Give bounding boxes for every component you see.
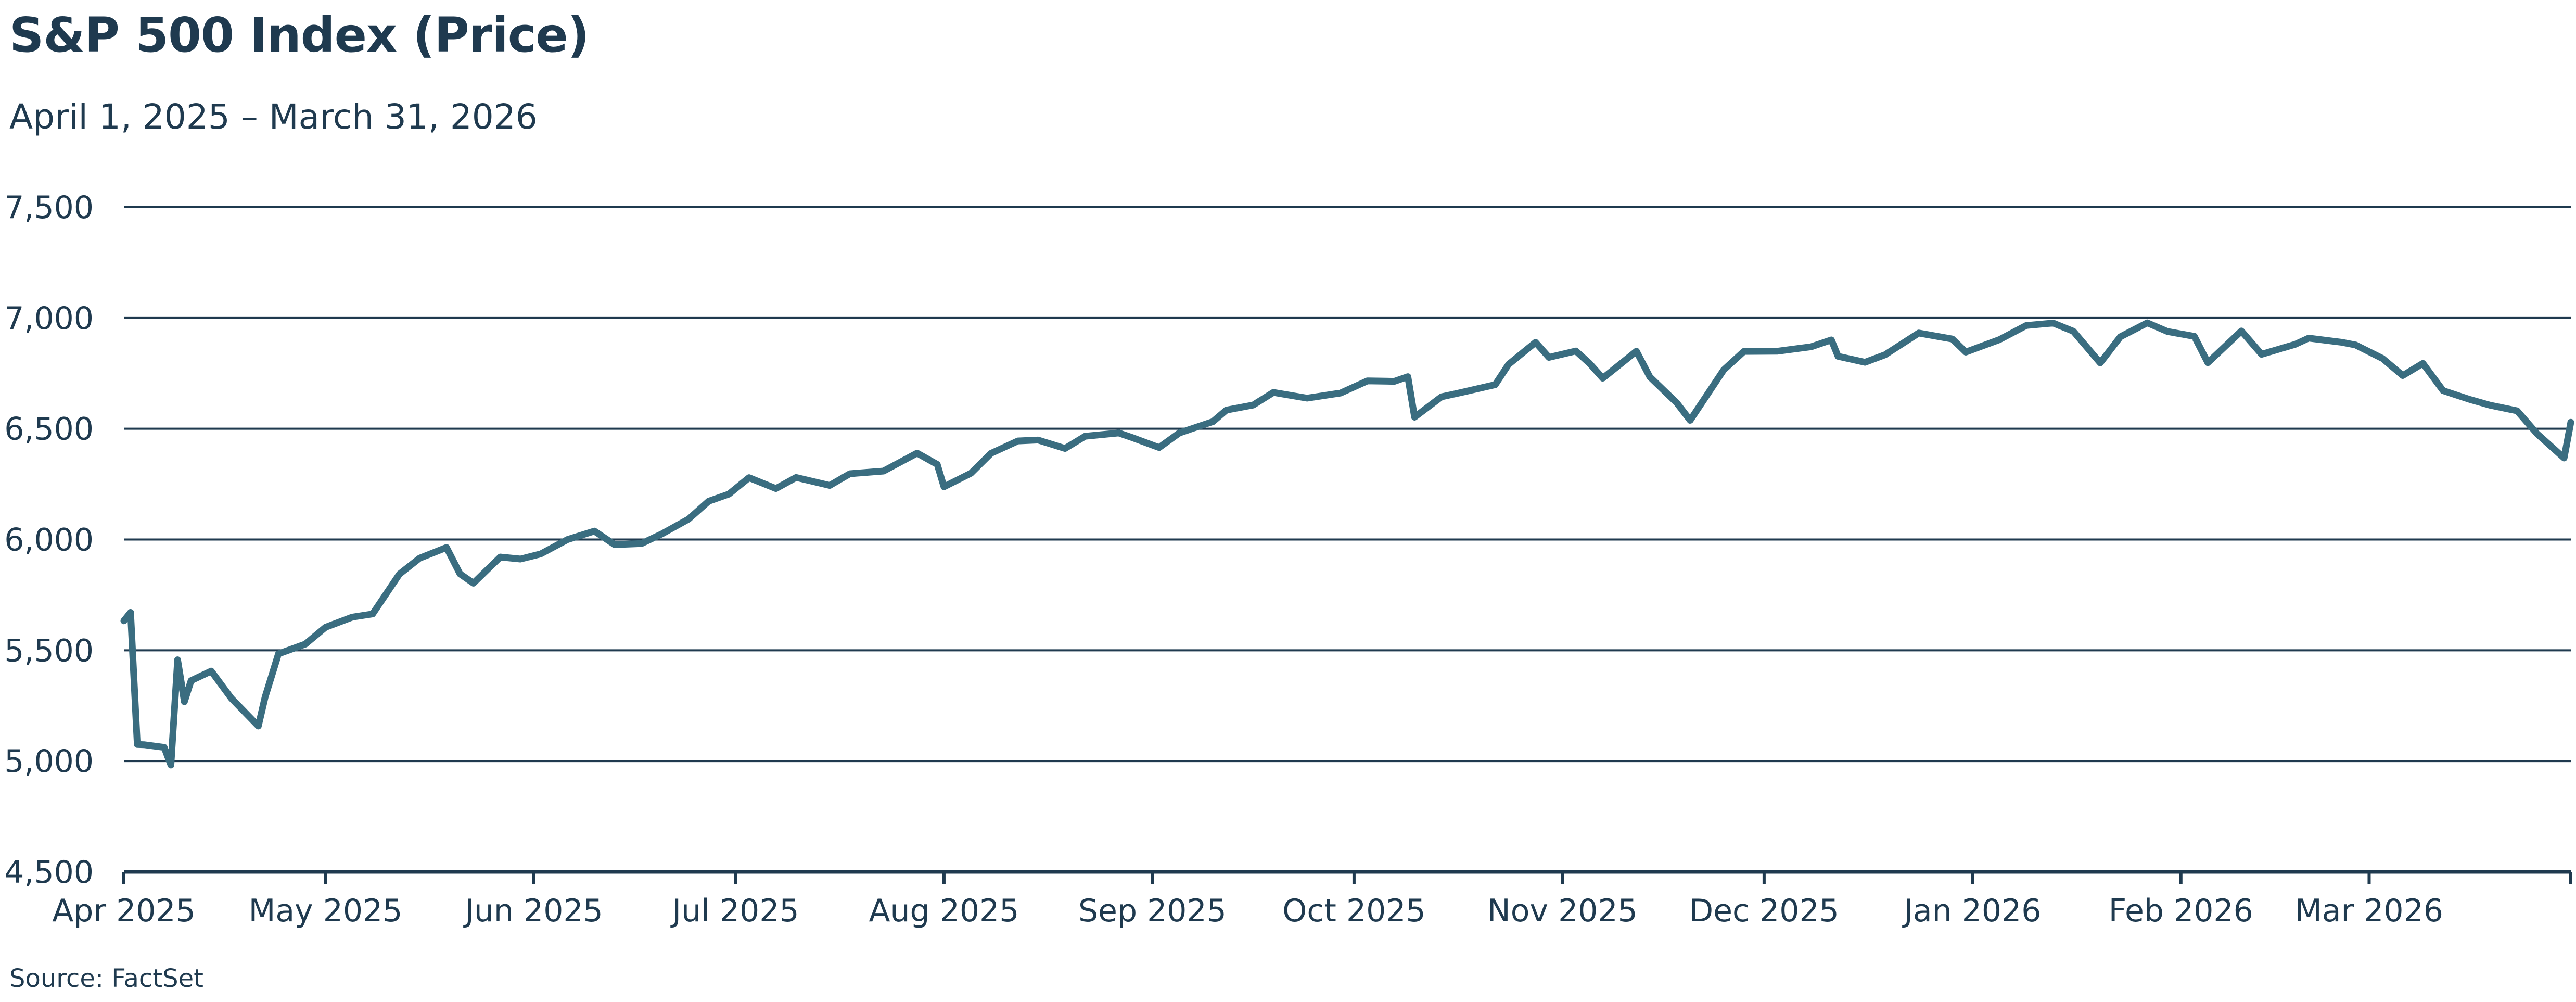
x-tick-label: Jul 2025 [670, 893, 799, 929]
x-tick-label: Apr 2025 [52, 893, 196, 929]
y-tick-label: 4,500 [4, 854, 94, 891]
x-tick-label: Jan 2026 [1902, 893, 2041, 929]
y-tick-label: 6,500 [4, 411, 94, 448]
source-note: Source: FactSet [9, 964, 203, 993]
y-axis-tick-labels: 4,500 5,000 5,500 6,000 6,500 7,000 7,500 [4, 189, 94, 891]
x-axis: Apr 2025 May 2025 Jun 2025 Jul 2025 Aug 2025… [52, 870, 2572, 929]
series-layer [120, 319, 2574, 769]
x-tick-label: Oct 2025 [1282, 893, 1426, 929]
x-tick-label: Jun 2025 [463, 893, 603, 929]
y-tick-label: 7,500 [4, 189, 94, 226]
y-tick-label: 7,000 [4, 300, 94, 337]
x-tick-label: Sep 2025 [1078, 893, 1227, 929]
x-tick-label: Aug 2025 [869, 893, 1019, 929]
y-tick-label: 5,500 [4, 632, 94, 669]
y-tick-label: 5,000 [4, 743, 94, 780]
x-tick-label: Nov 2025 [1487, 893, 1638, 929]
chart-subtitle: April 1, 2025 – March 31, 2026 [9, 97, 538, 137]
gridlines [124, 206, 2571, 763]
x-tick-label: Dec 2025 [1689, 893, 1839, 929]
x-tick-label: May 2025 [249, 893, 403, 929]
x-tick-label: Mar 2026 [2295, 893, 2443, 929]
series-line-sp500 [120, 319, 2574, 769]
x-tick-label: Feb 2026 [2109, 893, 2253, 929]
y-tick-label: 6,000 [4, 522, 94, 559]
chart-title: S&P 500 Index (Price) [9, 7, 590, 63]
